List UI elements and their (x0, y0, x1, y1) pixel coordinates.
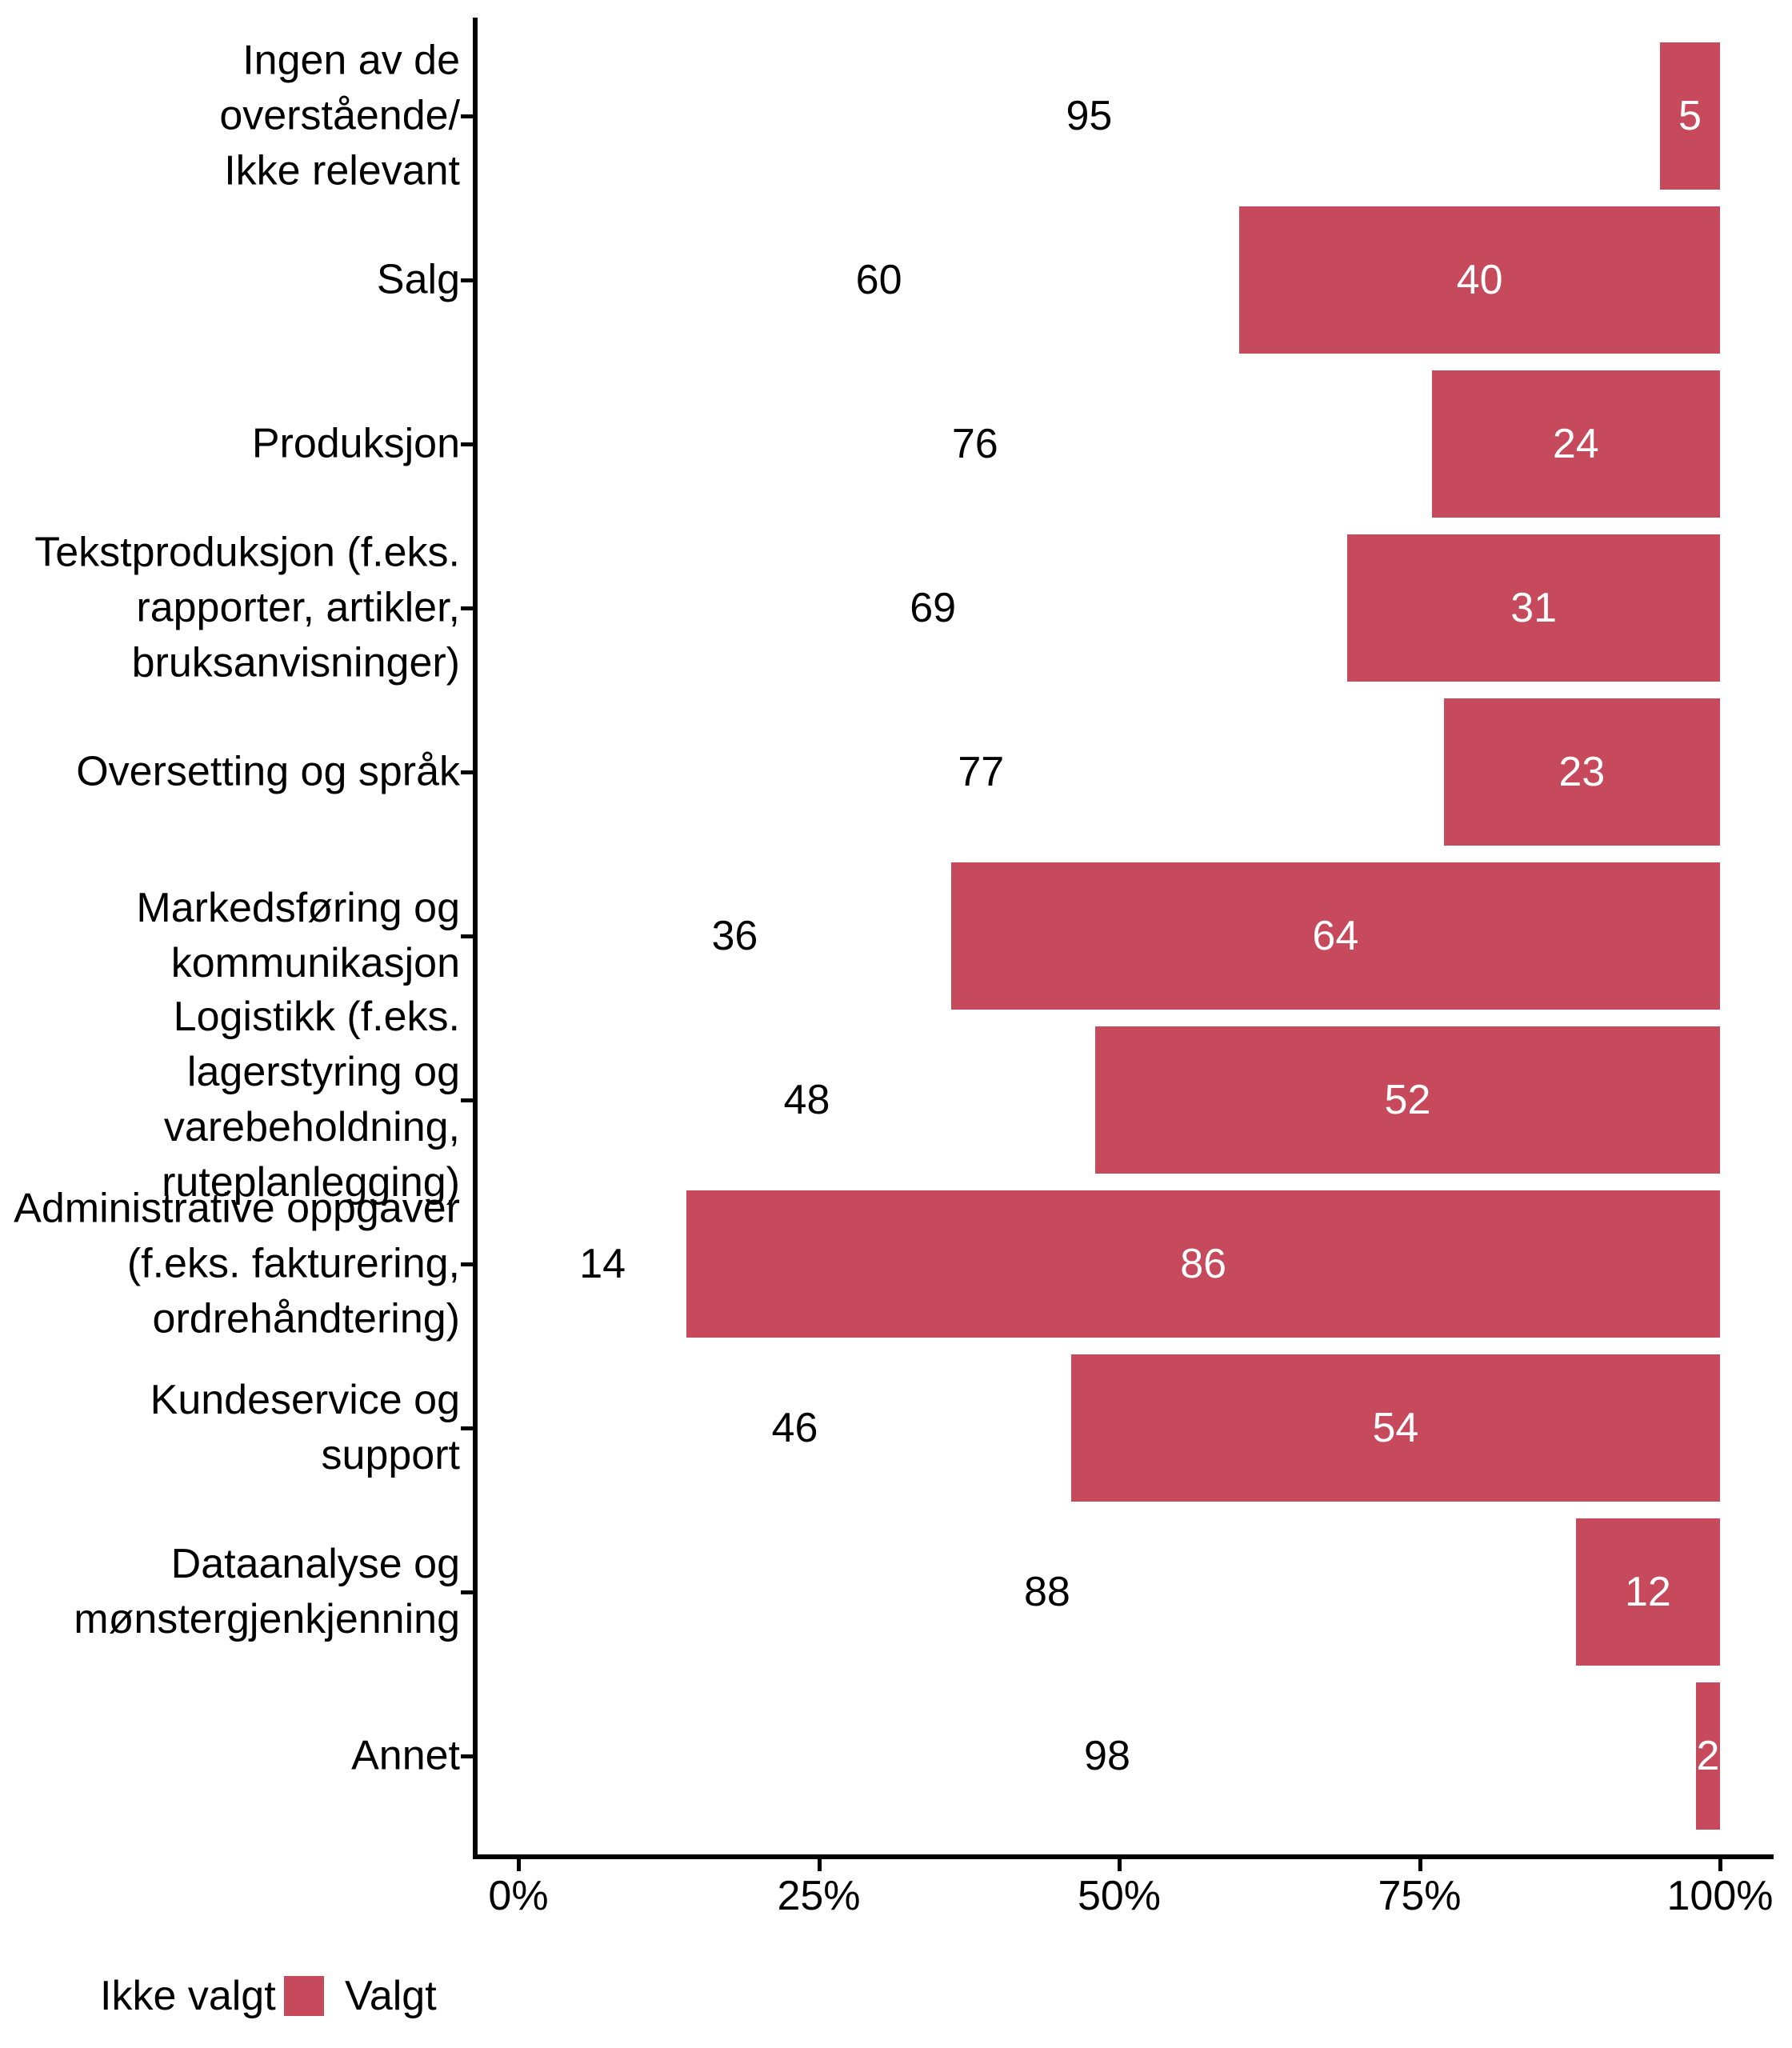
bar-row: 48 52 (518, 1026, 1720, 1174)
bar-row: 46 54 (518, 1354, 1720, 1502)
bar-value-valgt: 2 (1696, 1733, 1720, 1779)
bar-value-ikke-valgt: 46 (771, 1405, 818, 1451)
bar-value-valgt: 12 (1624, 1569, 1671, 1615)
bar-value-valgt: 31 (1510, 585, 1558, 631)
x-axis-tick (1718, 1859, 1722, 1871)
legend-label-ikke-valgt: Ikke valgt (100, 1973, 276, 2019)
category-label: Kundeservice og support (150, 1377, 460, 1478)
legend-label-valgt: Valgt (345, 1973, 437, 2019)
y-axis-tick (461, 934, 473, 938)
bar-value-ikke-valgt: 95 (1066, 93, 1113, 139)
y-axis-tick (461, 1754, 473, 1758)
legend-key-ikke-valgt (44, 1976, 84, 2016)
bar-value-ikke-valgt: 76 (951, 421, 998, 467)
bar-row: 36 64 (518, 862, 1720, 1010)
bar-value-ikke-valgt: 98 (1084, 1733, 1130, 1779)
legend-key-valgt (284, 1976, 324, 2016)
bar-value-ikke-valgt: 14 (579, 1241, 626, 1287)
category-label: Markedsføring og kommunikasjon (136, 885, 460, 986)
bar-row: 14 86 (518, 1190, 1720, 1338)
bar-valgt (1239, 206, 1720, 354)
y-axis-tick (461, 278, 473, 282)
bar-valgt (1659, 42, 1720, 190)
category-label: Tekstproduksjon (f.eks. rapporter, artik… (34, 529, 460, 686)
bar-row: 69 31 (518, 534, 1720, 682)
bar-value-valgt: 54 (1372, 1405, 1419, 1451)
bar-value-valgt: 24 (1552, 421, 1599, 467)
bar-valgt (1070, 1354, 1720, 1502)
bar-value-valgt: 64 (1312, 913, 1359, 959)
bar-row: 77 23 (518, 698, 1720, 846)
bar-value-valgt: 52 (1384, 1077, 1431, 1123)
y-axis-tick (461, 1262, 473, 1266)
x-axis-tick (1118, 1859, 1122, 1871)
bar-value-ikke-valgt: 36 (711, 913, 758, 959)
category-label: Dataanalyse og mønstergjenkjenning (74, 1541, 460, 1642)
x-tick-label: 0% (488, 1873, 549, 1919)
bar-valgt (686, 1190, 1720, 1338)
bar-value-valgt: 23 (1558, 749, 1606, 795)
x-axis-tick (817, 1859, 822, 1871)
category-label: Salg (376, 256, 460, 303)
y-axis-tick (461, 1098, 473, 1102)
bar-value-ikke-valgt: 60 (855, 257, 902, 303)
x-tick-label: 50% (1077, 1873, 1162, 1919)
y-axis-tick (461, 1590, 473, 1594)
bar-valgt (1347, 534, 1720, 682)
bar-row: 98 2 (518, 1682, 1720, 1830)
y-axis-tick (461, 442, 473, 446)
bar-value-ikke-valgt: 77 (958, 749, 1005, 795)
bar-value-valgt: 40 (1456, 257, 1503, 303)
bar-row: 95 5 (518, 42, 1720, 190)
bar-value-ikke-valgt: 48 (783, 1077, 830, 1123)
x-tick-label: 100% (1666, 1873, 1774, 1919)
bar-row: 88 12 (518, 1518, 1720, 1666)
bar-value-ikke-valgt: 88 (1023, 1569, 1070, 1615)
x-tick-label: 25% (777, 1873, 861, 1919)
y-axis-tick (461, 114, 473, 118)
category-label: Oversetting og språk (76, 748, 460, 795)
category-label: Produksjon (251, 420, 460, 467)
y-axis-tick (461, 1426, 473, 1430)
bar-valgt (1575, 1518, 1720, 1666)
category-label: Administrative oppgaver (f.eks. fakturer… (14, 1185, 460, 1342)
x-axis-tick (1418, 1859, 1422, 1871)
bar-value-valgt: 86 (1180, 1241, 1227, 1287)
y-axis-tick (461, 606, 473, 610)
bar-valgt (1431, 370, 1720, 518)
bar-row: 76 24 (518, 370, 1720, 518)
x-tick-label: 75% (1378, 1873, 1462, 1919)
bar-value-ikke-valgt: 69 (910, 585, 957, 631)
bar-value-valgt: 5 (1678, 93, 1702, 139)
x-axis-tick (517, 1859, 521, 1871)
bar-valgt (1094, 1026, 1720, 1174)
category-label: Logistikk (f.eks. lagerstyring og varebe… (162, 994, 460, 1206)
bar-valgt (950, 862, 1720, 1010)
y-axis-tick (461, 770, 473, 774)
bar-valgt (1695, 1682, 1720, 1830)
category-label: Annet (351, 1732, 460, 1779)
bar-row: 60 40 (518, 206, 1720, 354)
bar-valgt (1443, 698, 1720, 846)
category-label: Ingen av de overstående/ Ikke relevant (219, 37, 460, 194)
